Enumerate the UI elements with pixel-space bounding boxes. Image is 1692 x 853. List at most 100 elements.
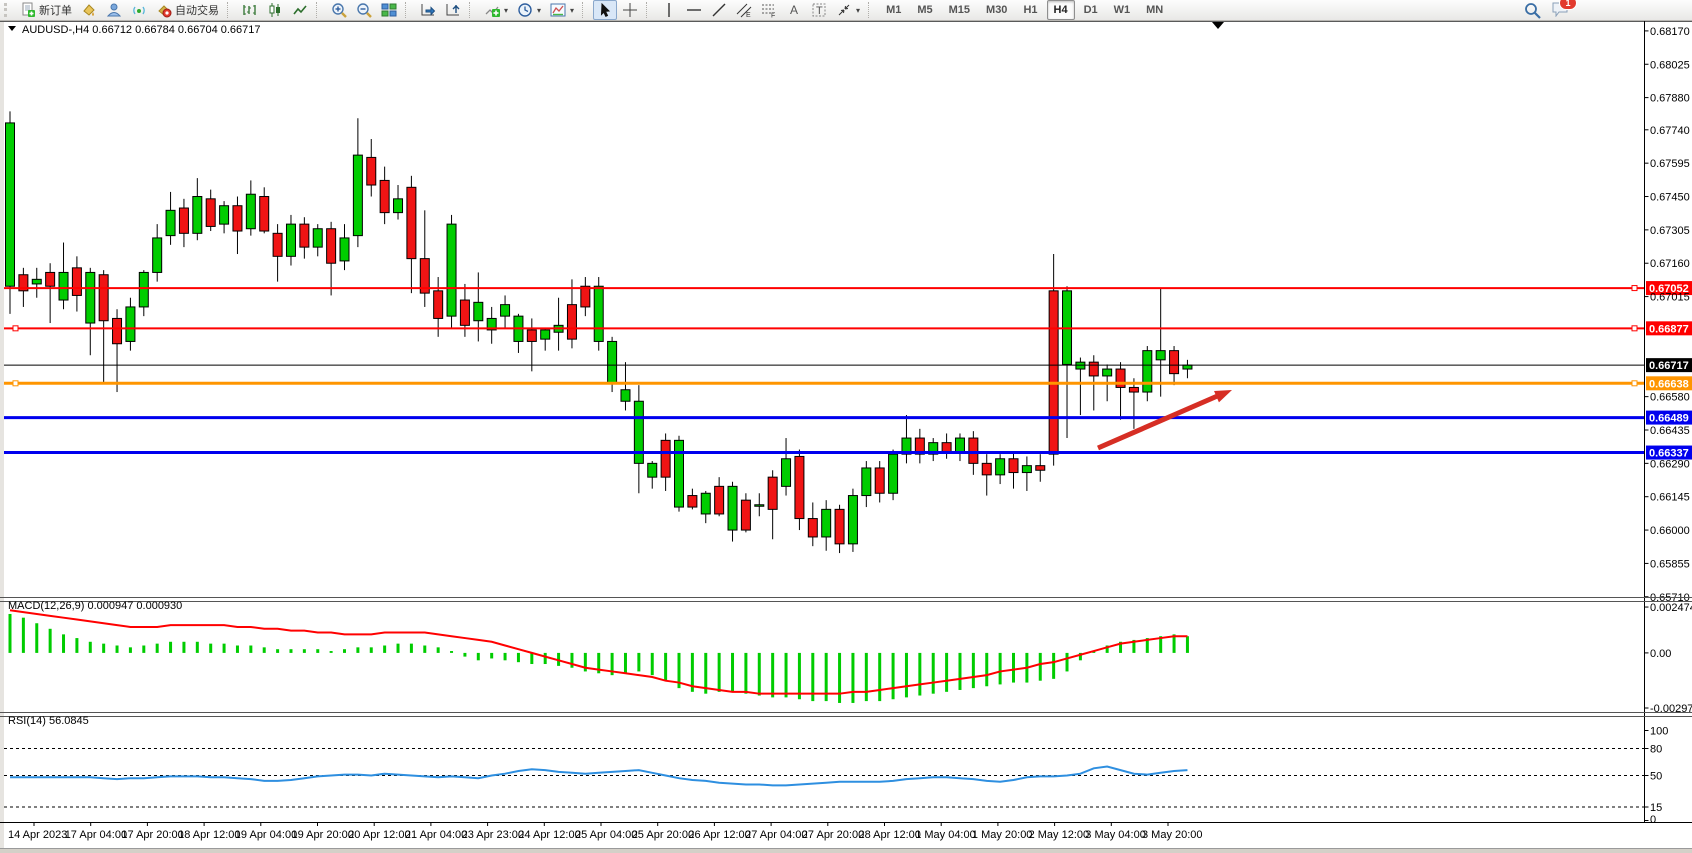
- candle-body[interactable]: [138, 271, 149, 308]
- candle-body[interactable]: [807, 518, 818, 538]
- candle-body[interactable]: [500, 304, 511, 317]
- candle-body[interactable]: [1008, 458, 1019, 474]
- candle-body[interactable]: [714, 485, 725, 515]
- bar-chart-button[interactable]: [238, 0, 262, 20]
- candle-body[interactable]: [232, 205, 243, 232]
- timeframe-button-h1[interactable]: H1: [1023, 4, 1038, 16]
- candle-body[interactable]: [473, 301, 484, 322]
- candle-body[interactable]: [393, 198, 404, 214]
- candle-body[interactable]: [486, 317, 497, 331]
- cursor-tool-button[interactable]: [593, 0, 618, 20]
- candle-body[interactable]: [954, 437, 965, 453]
- candle-body[interactable]: [941, 442, 952, 453]
- candle-body[interactable]: [620, 389, 631, 402]
- candle-body[interactable]: [178, 207, 189, 234]
- candle-body[interactable]: [379, 179, 390, 214]
- vertical-line-tool-button[interactable]: [657, 0, 681, 20]
- candle-body[interactable]: [1035, 465, 1046, 471]
- crosshair-tool-button[interactable]: [618, 0, 642, 20]
- candle-body[interactable]: [647, 462, 658, 478]
- candle-body[interactable]: [125, 306, 136, 342]
- search-icon[interactable]: [1524, 2, 1541, 19]
- tile-windows-button[interactable]: [377, 0, 401, 20]
- candle-body[interactable]: [45, 271, 56, 287]
- timeframe-button-m5[interactable]: M5: [917, 4, 933, 16]
- candle-body[interactable]: [299, 223, 310, 248]
- timeframe-button-m30[interactable]: M30: [986, 4, 1008, 16]
- signal-button[interactable]: [127, 0, 151, 20]
- candle-body[interactable]: [18, 274, 29, 292]
- candle-body[interactable]: [1102, 368, 1113, 377]
- candle-body[interactable]: [821, 508, 832, 538]
- line-anchor-marker[interactable]: [12, 380, 19, 387]
- candle-body[interactable]: [272, 232, 283, 257]
- candle-body[interactable]: [981, 462, 992, 476]
- candle-body[interactable]: [767, 476, 778, 510]
- candle-body[interactable]: [928, 442, 939, 455]
- candle-body[interactable]: [580, 285, 591, 308]
- candle-body[interactable]: [419, 258, 430, 294]
- text-tool-button[interactable]: A: [782, 0, 806, 20]
- candle-body[interactable]: [1115, 368, 1126, 388]
- candle-body[interactable]: [1182, 364, 1193, 370]
- zoom-out-button[interactable]: [352, 0, 376, 20]
- timeframe-button-mn[interactable]: MN: [1146, 4, 1164, 16]
- candle-body[interactable]: [312, 228, 323, 248]
- candle-body[interactable]: [352, 154, 363, 237]
- line-anchor-marker[interactable]: [12, 325, 19, 332]
- candle-body[interactable]: [446, 223, 457, 317]
- candle-body[interactable]: [888, 453, 899, 494]
- candle-body[interactable]: [459, 299, 470, 326]
- candle-body[interactable]: [674, 439, 684, 508]
- candle-body[interactable]: [285, 223, 296, 257]
- profile-button[interactable]: [102, 0, 126, 20]
- candle-body[interactable]: [1021, 465, 1032, 474]
- templates-button[interactable]: ▾: [546, 0, 578, 20]
- candle-body[interactable]: [861, 467, 872, 497]
- arrow-shaft[interactable]: [1097, 391, 1223, 451]
- candle-body[interactable]: [687, 495, 698, 508]
- candle-body[interactable]: [1128, 386, 1139, 393]
- timeframe-button-h4[interactable]: H4: [1046, 0, 1075, 20]
- candle-body[interactable]: [874, 467, 885, 494]
- candle-body[interactable]: [219, 205, 230, 225]
- new-order-button[interactable]: 新订单: [16, 0, 76, 20]
- candle-body[interactable]: [847, 495, 858, 545]
- text-label-tool-button[interactable]: T: [807, 0, 831, 20]
- candle-body[interactable]: [112, 317, 123, 345]
- chart-shift-marker[interactable]: [1212, 22, 1224, 29]
- timeframe-button-w1[interactable]: W1: [1113, 4, 1131, 16]
- candle-body[interactable]: [727, 485, 738, 531]
- line-anchor-marker[interactable]: [1631, 380, 1638, 387]
- candle-body[interactable]: [366, 156, 377, 186]
- candle-body[interactable]: [71, 267, 82, 296]
- candle-body[interactable]: [968, 437, 979, 464]
- fibonacci-tool-button[interactable]: F: [757, 0, 781, 20]
- candle-body[interactable]: [914, 437, 925, 455]
- candle-body[interactable]: [794, 455, 805, 520]
- candle-body[interactable]: [259, 196, 270, 232]
- arrows-tool-button[interactable]: ▾: [832, 0, 864, 20]
- candle-body[interactable]: [192, 196, 203, 234]
- candle-body[interactable]: [1169, 350, 1180, 375]
- candle-body[interactable]: [566, 304, 577, 340]
- candle-body[interactable]: [1048, 290, 1059, 455]
- candle-body[interactable]: [58, 271, 69, 301]
- candle-body[interactable]: [433, 290, 444, 319]
- trendline-tool-button[interactable]: [707, 0, 731, 20]
- candle-body[interactable]: [5, 122, 15, 287]
- candle-body[interactable]: [165, 209, 176, 237]
- auto-trading-button[interactable]: 自动交易: [152, 0, 223, 20]
- timeframe-button-m15[interactable]: M15: [948, 4, 971, 16]
- candle-body[interactable]: [1088, 361, 1099, 377]
- periods-button[interactable]: ▾: [513, 0, 545, 20]
- arrow-head[interactable]: [1214, 390, 1232, 403]
- candle-body[interactable]: [781, 458, 792, 487]
- candle-body[interactable]: [834, 508, 845, 545]
- timeframe-button-m1[interactable]: M1: [886, 4, 902, 16]
- candle-body[interactable]: [205, 198, 216, 227]
- zoom-in-button[interactable]: [327, 0, 351, 20]
- candlestick-chart-button[interactable]: [263, 0, 287, 20]
- candle-body[interactable]: [1155, 350, 1166, 361]
